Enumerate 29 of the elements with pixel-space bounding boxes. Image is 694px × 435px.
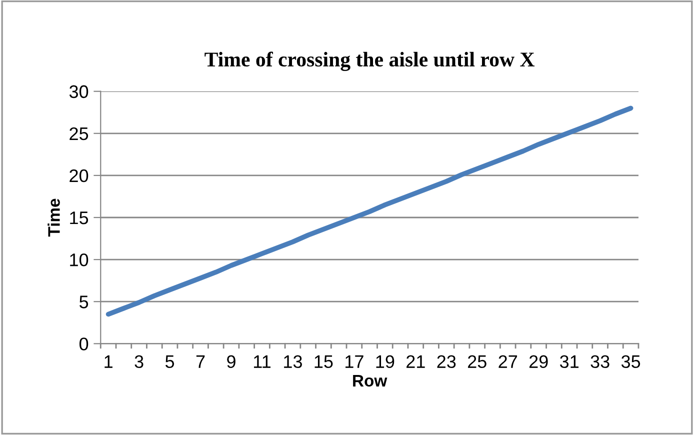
chart-title: Time of crossing the aisle until row X	[204, 52, 535, 71]
x-tick-label: 35	[621, 355, 640, 368]
x-tick-label: 3	[134, 355, 144, 368]
y-tick-label: 5	[80, 296, 88, 308]
x-tick-label: 5	[165, 355, 174, 368]
y-tick-label: 20	[70, 169, 88, 182]
line-series	[106, 106, 634, 317]
x-tick-label: 7	[196, 355, 205, 368]
x-tick-label: 23	[437, 355, 456, 368]
x-tick-label: 25	[468, 355, 486, 368]
x-tick-label: 9	[227, 355, 236, 368]
x-tick-label: 31	[560, 355, 578, 368]
y-tick-label: 25	[70, 127, 88, 140]
x-tick-label: 15	[314, 355, 333, 368]
x-tick-label: 27	[498, 355, 517, 368]
y-tick-label: 0	[79, 338, 88, 350]
x-tick-label: 19	[376, 355, 394, 368]
y-tick-label: 30	[69, 85, 88, 98]
x-tick-label: 11	[254, 355, 270, 368]
y-axis-title: Time	[48, 198, 60, 237]
x-tick-label: 1	[104, 355, 112, 368]
x-tick-label: 21	[406, 355, 425, 368]
x-tick-label: 33	[590, 355, 610, 368]
y-tick-label: 10	[70, 253, 88, 266]
x-tick-label: 29	[529, 355, 548, 368]
x-tick-label: 13	[284, 355, 302, 368]
y-tick-label: 15	[70, 212, 88, 224]
x-tick-label: 17	[346, 355, 364, 368]
x-axis-title: Row	[353, 374, 388, 387]
